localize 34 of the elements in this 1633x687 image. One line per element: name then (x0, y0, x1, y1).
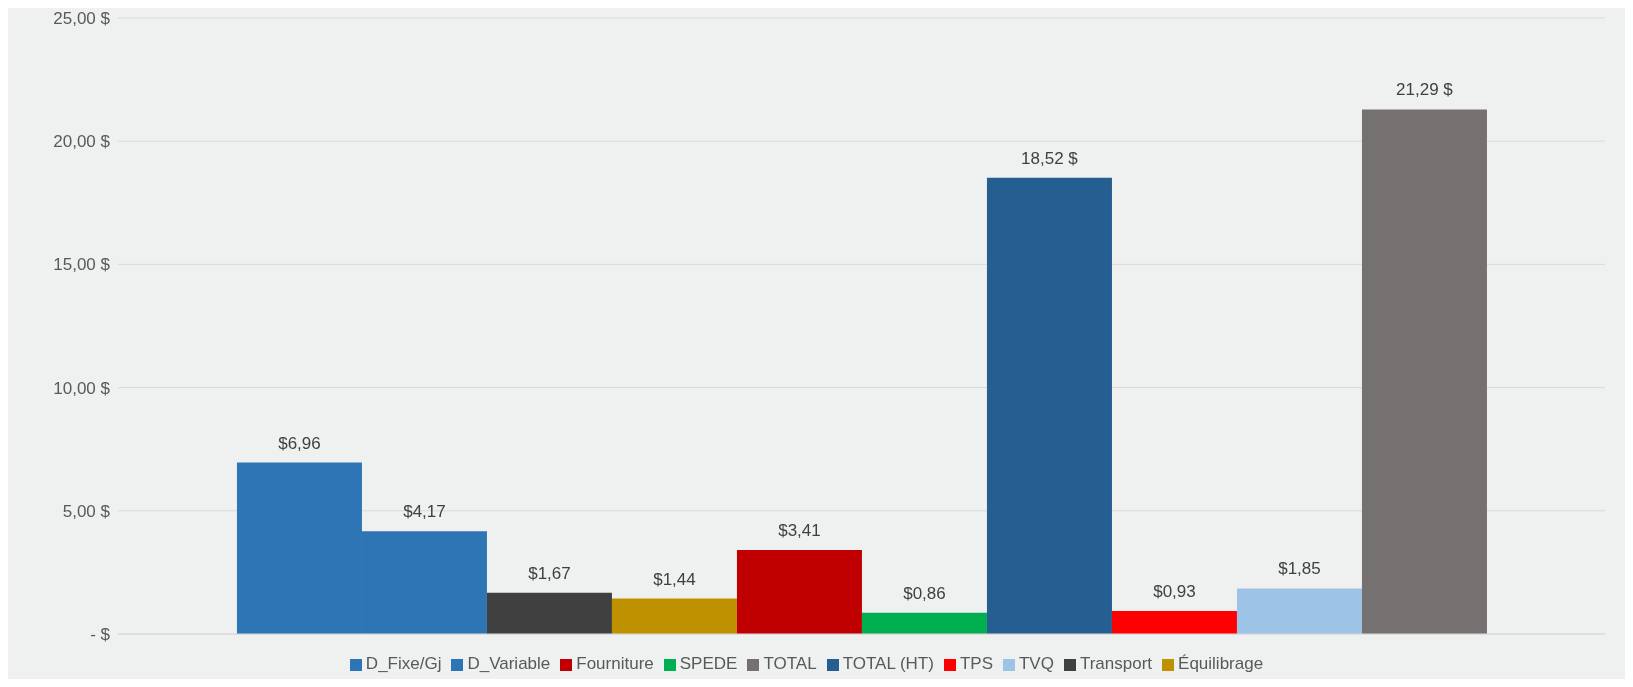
y-tick-label: 5,00 $ (62, 501, 111, 521)
legend-label: Fourniture (576, 654, 654, 673)
legend-label: SPEDE (679, 654, 738, 673)
legend-label: D_Fixe/Gj (365, 654, 442, 673)
bar (611, 598, 737, 634)
y-tick-label: 25,00 $ (53, 9, 111, 29)
bar (736, 549, 862, 634)
legend-label: TVQ (1018, 654, 1054, 673)
data-label: $1,67 (528, 563, 571, 583)
y-tick-label: 20,00 $ (53, 132, 111, 152)
data-label: $4,17 (403, 502, 446, 522)
legend-label: TOTAL (HT) (842, 654, 934, 673)
legend-label: TOTAL (763, 654, 817, 673)
legend-label: TPS (959, 654, 993, 673)
bar (861, 612, 987, 634)
legend-label: Transport (1079, 654, 1153, 673)
bar (986, 177, 1112, 634)
data-label: $0,86 (903, 583, 946, 603)
bar (1111, 611, 1237, 634)
data-label: 21,29 $ (1396, 80, 1454, 100)
bar (1236, 588, 1362, 634)
y-tick-label: 10,00 $ (53, 378, 111, 398)
legend-label: D_Variable (467, 654, 551, 673)
data-label: $0,93 (1153, 582, 1196, 602)
data-label: $3,41 (778, 520, 821, 540)
data-label: $1,44 (653, 569, 696, 589)
y-tick-label: 15,00 $ (53, 255, 111, 275)
bar (1361, 109, 1487, 634)
bar (486, 592, 612, 634)
y-tick-label: - $ (90, 625, 111, 645)
data-label: 18,52 $ (1021, 148, 1079, 168)
legend-label: Équilibrage (1178, 654, 1264, 673)
data-label: $1,85 (1278, 559, 1321, 579)
data-label: $6,96 (278, 433, 321, 453)
